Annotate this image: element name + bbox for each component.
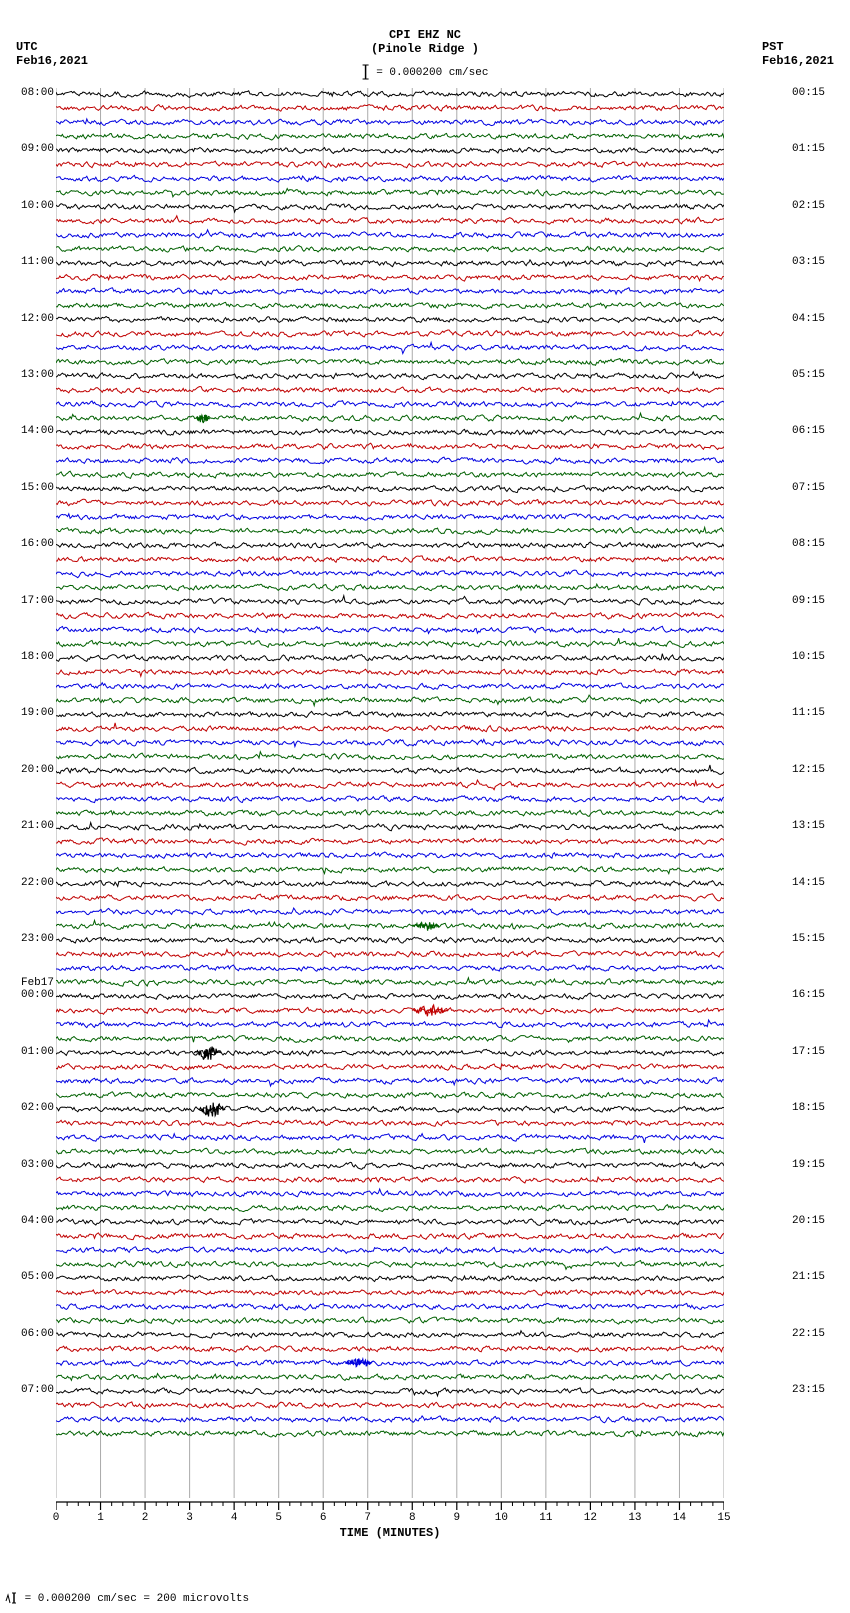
x-tick-label: 0 <box>53 1512 60 1524</box>
left-time-label: 06:00 <box>0 1328 54 1340</box>
right-time-label: 06:15 <box>792 425 850 437</box>
left-time-label: 13:00 <box>0 369 54 381</box>
x-tick-label: 1 <box>97 1512 104 1524</box>
header: UTC Feb16,2021 CPI EHZ NC (Pinole Ridge … <box>0 0 850 84</box>
left-time-label: 02:00 <box>0 1102 54 1114</box>
x-tick-label: 9 <box>453 1512 460 1524</box>
tz-left-block: UTC Feb16,2021 <box>16 40 88 68</box>
right-time-label: 02:15 <box>792 200 850 212</box>
tz-right-block: PST Feb16,2021 <box>762 40 834 68</box>
x-tick-label: 14 <box>673 1512 686 1524</box>
left-time-label: 19:00 <box>0 707 54 719</box>
right-time-label: 16:15 <box>792 989 850 1001</box>
x-axis-title: TIME (MINUTES) <box>340 1526 441 1540</box>
left-time-label: 22:00 <box>0 877 54 889</box>
x-tick-label: 11 <box>539 1512 552 1524</box>
x-tick-label: 12 <box>584 1512 597 1524</box>
x-tick-label: 5 <box>275 1512 282 1524</box>
right-time-label: 13:15 <box>792 820 850 832</box>
right-time-label: 10:15 <box>792 651 850 663</box>
left-time-label: 07:00 <box>0 1384 54 1396</box>
left-time-label: 10:00 <box>0 200 54 212</box>
scale-bar-icon <box>4 1591 18 1605</box>
right-time-label: 03:15 <box>792 256 850 268</box>
left-time-label: Feb17 00:00 <box>0 977 54 1001</box>
right-time-label: 17:15 <box>792 1046 850 1058</box>
x-tick-label: 2 <box>142 1512 149 1524</box>
left-time-label: 11:00 <box>0 256 54 268</box>
scale-text: = 0.000200 cm/sec <box>376 67 488 79</box>
right-time-label: 11:15 <box>792 707 850 719</box>
left-time-label: 12:00 <box>0 313 54 325</box>
right-time-label: 19:15 <box>792 1159 850 1171</box>
right-time-label: 07:15 <box>792 482 850 494</box>
left-time-label: 05:00 <box>0 1271 54 1283</box>
right-time-label: 20:15 <box>792 1215 850 1227</box>
right-time-label: 22:15 <box>792 1328 850 1340</box>
right-time-label: 12:15 <box>792 764 850 776</box>
tz-right-label: PST <box>762 40 834 54</box>
left-time-label: 17:00 <box>0 595 54 607</box>
x-tick-label: 10 <box>495 1512 508 1524</box>
x-tick-label: 3 <box>186 1512 193 1524</box>
right-time-label: 15:15 <box>792 933 850 945</box>
station-line1: CPI EHZ NC <box>371 28 479 42</box>
tz-left-label: UTC <box>16 40 88 54</box>
x-tick-label: 6 <box>320 1512 327 1524</box>
right-time-label: 18:15 <box>792 1102 850 1114</box>
right-time-label: 09:15 <box>792 595 850 607</box>
x-tick-label: 7 <box>364 1512 371 1524</box>
right-time-label: 08:15 <box>792 538 850 550</box>
right-time-label: 00:15 <box>792 87 850 99</box>
left-time-label: 16:00 <box>0 538 54 550</box>
footer-scale-text: = 0.000200 cm/sec = 200 microvolts <box>25 1593 249 1605</box>
right-time-label: 14:15 <box>792 877 850 889</box>
left-time-label: 01:00 <box>0 1046 54 1058</box>
x-tick-label: 13 <box>628 1512 641 1524</box>
tz-left-date: Feb16,2021 <box>16 54 88 68</box>
left-time-label: 04:00 <box>0 1215 54 1227</box>
right-time-label: 04:15 <box>792 313 850 325</box>
left-time-label: 20:00 <box>0 764 54 776</box>
scale-bar-icon <box>362 64 370 80</box>
left-time-label: 08:00 <box>0 87 54 99</box>
left-time-label: 03:00 <box>0 1159 54 1171</box>
left-time-label: 15:00 <box>0 482 54 494</box>
footer-scale: = 0.000200 cm/sec = 200 microvolts <box>4 1591 249 1605</box>
tz-right-date: Feb16,2021 <box>762 54 834 68</box>
scale-block: = 0.000200 cm/sec <box>362 64 489 80</box>
x-tick-label: 4 <box>231 1512 238 1524</box>
station-line2: (Pinole Ridge ) <box>371 42 479 56</box>
title-block: CPI EHZ NC (Pinole Ridge ) <box>371 28 479 56</box>
seismogram-container: UTC Feb16,2021 CPI EHZ NC (Pinole Ridge … <box>0 0 850 1613</box>
left-time-label: 21:00 <box>0 820 54 832</box>
right-time-label: 01:15 <box>792 143 850 155</box>
left-time-label: 18:00 <box>0 651 54 663</box>
helicorder-plot <box>56 88 724 1544</box>
left-time-label: 09:00 <box>0 143 54 155</box>
left-time-label: 14:00 <box>0 425 54 437</box>
right-time-label: 23:15 <box>792 1384 850 1396</box>
right-time-label: 21:15 <box>792 1271 850 1283</box>
right-time-label: 05:15 <box>792 369 850 381</box>
left-time-label: 23:00 <box>0 933 54 945</box>
x-tick-label: 8 <box>409 1512 416 1524</box>
x-tick-label: 15 <box>717 1512 730 1524</box>
